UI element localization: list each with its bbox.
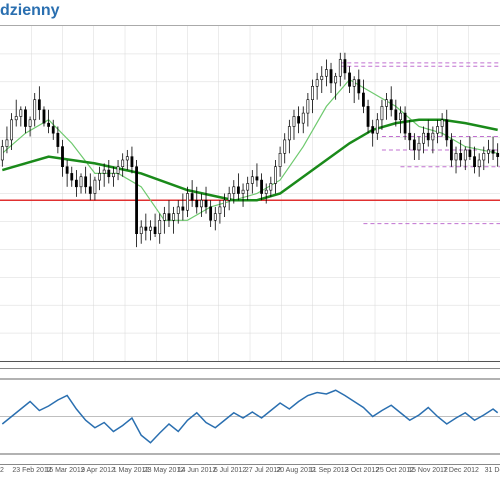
indicator-chart bbox=[0, 368, 500, 465]
price-chart bbox=[0, 25, 500, 362]
chart-title: dzienny bbox=[0, 0, 60, 20]
x-axis: 1223 Feb 201216 Mar 20129 Apr 20121 May … bbox=[0, 465, 500, 500]
